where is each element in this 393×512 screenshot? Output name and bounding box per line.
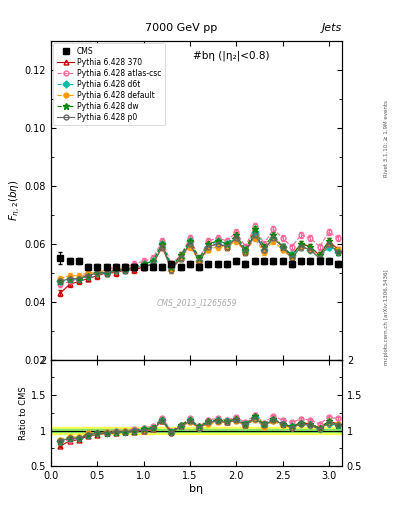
Bar — [51, 429, 342, 432]
Legend: CMS, Pythia 6.428 370, Pythia 6.428 atlas-csc, Pythia 6.428 d6t, Pythia 6.428 de: CMS, Pythia 6.428 370, Pythia 6.428 atla… — [53, 43, 165, 125]
Text: Rivet 3.1.10; ≥ 1.9M events: Rivet 3.1.10; ≥ 1.9M events — [384, 100, 389, 177]
Y-axis label: $F_{\eta,2}(b\eta)$: $F_{\eta,2}(b\eta)$ — [7, 180, 22, 221]
Text: CMS_2013_I1265659: CMS_2013_I1265659 — [156, 298, 237, 307]
Text: Jets: Jets — [321, 23, 342, 33]
Text: 7000 GeV pp: 7000 GeV pp — [145, 23, 217, 33]
Text: mcplots.cern.ch [arXiv:1306.3436]: mcplots.cern.ch [arXiv:1306.3436] — [384, 270, 389, 365]
Text: #bη (|η₂|<0.8): #bη (|η₂|<0.8) — [193, 51, 270, 61]
Bar — [51, 427, 342, 434]
Y-axis label: Ratio to CMS: Ratio to CMS — [19, 386, 28, 440]
X-axis label: bη: bη — [189, 483, 204, 494]
